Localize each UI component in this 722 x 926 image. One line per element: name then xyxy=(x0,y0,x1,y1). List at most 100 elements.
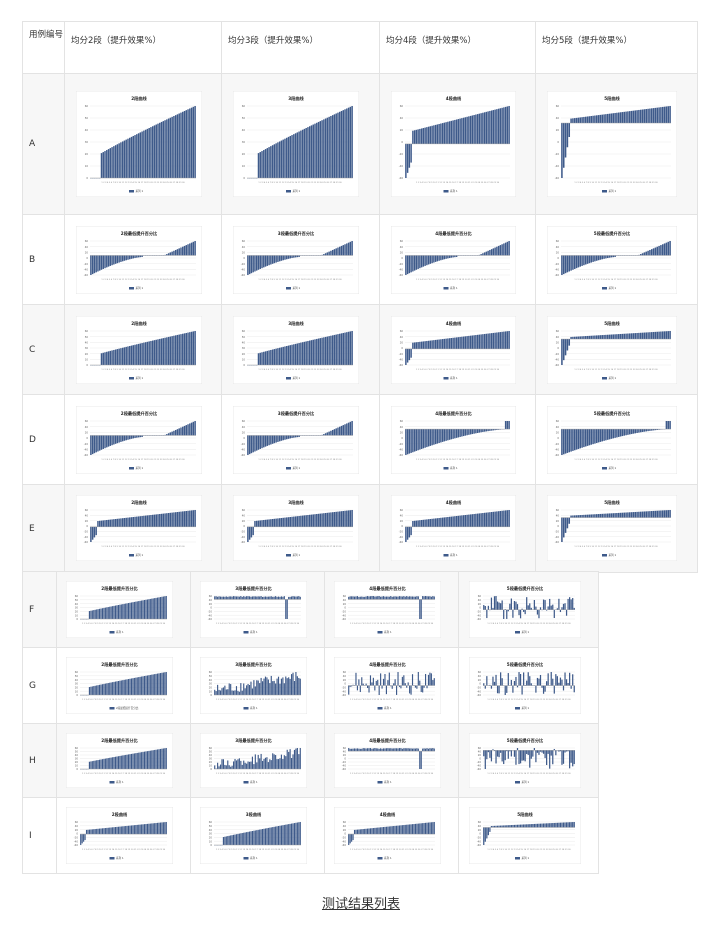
bar xyxy=(588,116,591,124)
y-tick-label: 10 xyxy=(85,164,89,168)
table-caption[interactable]: 测试结果列表 xyxy=(0,893,722,912)
bar xyxy=(405,348,407,365)
bar xyxy=(352,596,354,600)
bar xyxy=(610,334,613,340)
bar xyxy=(234,596,236,600)
bar xyxy=(572,118,574,124)
bar xyxy=(280,678,282,695)
bar xyxy=(256,830,258,845)
bar xyxy=(667,241,670,256)
bar xyxy=(616,112,618,124)
bar xyxy=(371,748,373,752)
y-tick-label: -20 xyxy=(208,610,213,614)
bar xyxy=(455,337,458,349)
chart-cell: 5段曲线 60 40 20 0 -20 -40 -60 1 2 3 4 5 6 7 8 9 10… xyxy=(458,797,599,874)
bar xyxy=(159,338,161,365)
bar xyxy=(279,596,281,600)
bar xyxy=(247,255,249,275)
bar xyxy=(117,826,119,835)
bar xyxy=(401,596,403,600)
bar xyxy=(447,516,449,527)
bar xyxy=(340,110,343,178)
bar xyxy=(257,680,259,695)
bar xyxy=(286,599,288,619)
chart-wrap: 5段曲线 60 40 20 0 -20 -40 -60 1 2 3 4 5 6 7 8 9 10… xyxy=(536,305,698,394)
bar xyxy=(490,110,493,144)
bar xyxy=(417,596,419,600)
bar xyxy=(111,435,113,446)
chart-title: 3段最低提升百分比 xyxy=(235,585,272,592)
bar xyxy=(289,678,291,695)
bar xyxy=(561,123,563,178)
y-tick-label: 20 xyxy=(85,152,89,156)
bar xyxy=(291,516,293,527)
bar xyxy=(263,758,265,769)
bar xyxy=(284,435,286,440)
chart-card xyxy=(233,226,359,294)
bar xyxy=(123,140,126,178)
bar xyxy=(362,683,364,686)
bar xyxy=(443,517,446,527)
legend-swatch xyxy=(109,857,115,860)
row-H: H 2段最低提升百分比 60 50 40 30 20 10 0 1 2 3 4 5 6 7 8 9… xyxy=(22,723,599,798)
bar xyxy=(535,823,537,828)
bar xyxy=(150,514,152,527)
bar xyxy=(403,748,405,752)
bar xyxy=(143,515,145,527)
bar xyxy=(603,255,605,259)
bar xyxy=(270,827,272,845)
bar xyxy=(504,242,507,256)
bar xyxy=(287,136,290,178)
y-tick-label: -20 xyxy=(241,442,246,446)
y-tick-label: -60 xyxy=(477,693,482,697)
x-tick-labels: 1 2 3 4 5 6 7 8 9 10 11 12 13 14 15 16 1… xyxy=(82,773,166,775)
caption-link[interactable]: 测试结果列表 xyxy=(321,897,400,912)
bar xyxy=(367,685,369,689)
bar xyxy=(356,748,358,752)
bar xyxy=(652,429,655,431)
y-tick-label: 30 xyxy=(209,832,213,836)
bar xyxy=(256,762,258,769)
bar xyxy=(427,126,430,144)
bar xyxy=(527,824,529,828)
bar xyxy=(454,337,456,349)
bar xyxy=(372,748,374,752)
bar xyxy=(88,687,90,695)
bar xyxy=(568,339,571,346)
bar xyxy=(238,833,240,845)
bar xyxy=(251,756,253,769)
bar xyxy=(595,335,598,340)
bar xyxy=(103,683,105,695)
y-tick-label: 60 xyxy=(242,329,246,333)
bar xyxy=(450,516,453,527)
bar xyxy=(280,825,282,845)
chart-cell: 5段最低提升百分比 60 40 20 0 -20 -40 -60 1 2 3 4 5 6 7 8… xyxy=(458,647,599,724)
bar xyxy=(526,680,528,686)
bar xyxy=(162,513,165,527)
bar xyxy=(250,681,252,695)
bar xyxy=(419,520,421,527)
bar xyxy=(658,107,660,124)
bar xyxy=(375,680,377,686)
y-tick-label: 40 xyxy=(242,245,246,249)
chart-cell: 4段最低提升百分比 60 40 20 0 -20 -40 -60 1 2 3 4 5 6 7 8… xyxy=(379,214,536,305)
y-tick-label: -60 xyxy=(555,363,560,367)
y-tick-label: 40 xyxy=(85,425,89,429)
bar xyxy=(638,254,640,256)
bar xyxy=(441,429,444,442)
bar xyxy=(475,513,477,527)
bar xyxy=(468,335,470,349)
bar xyxy=(180,334,182,365)
bar xyxy=(385,748,387,752)
bar xyxy=(259,352,261,365)
bar xyxy=(590,429,593,445)
bar xyxy=(107,255,110,267)
bar xyxy=(448,255,451,259)
bar xyxy=(459,515,461,527)
bar xyxy=(182,426,184,436)
bar xyxy=(461,429,463,437)
bar xyxy=(267,827,269,845)
bar xyxy=(487,827,489,836)
bar xyxy=(406,143,409,173)
